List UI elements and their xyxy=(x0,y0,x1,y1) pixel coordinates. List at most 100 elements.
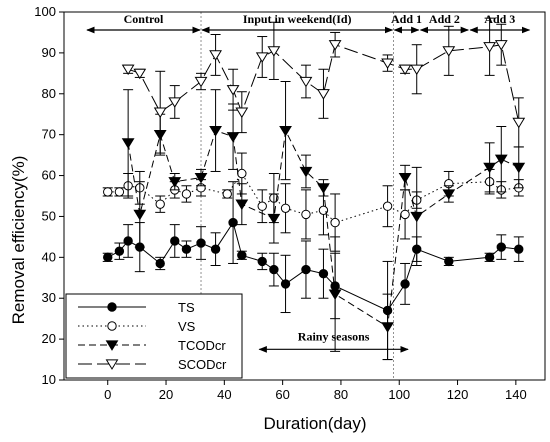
data-point-ts xyxy=(318,268,329,279)
data-point-scodcr xyxy=(328,40,342,51)
legend-box xyxy=(65,293,243,379)
legend-label-ts: TS xyxy=(178,300,195,315)
data-point-vs xyxy=(237,168,247,179)
data-point-ts xyxy=(123,236,133,246)
x-tick-label: 80 xyxy=(334,387,348,402)
data-point-ts xyxy=(269,264,279,275)
data-point-ts xyxy=(484,252,495,263)
data-point-tcodcr xyxy=(299,166,313,178)
ticks-layer: 0 20 40 60 80 100 120 140 10 20 30 40 50 60 70 80 90 100 xyxy=(34,4,526,402)
data-point-ts xyxy=(237,250,247,260)
data-point-tcodcr xyxy=(267,213,281,225)
data-point-ts xyxy=(228,217,238,228)
data-point-ts xyxy=(170,236,180,246)
legend-marker-tcodcr xyxy=(105,340,119,351)
legend-marker-vs xyxy=(107,321,117,331)
data-point-scodcr xyxy=(133,68,147,80)
data-point-tcodcr xyxy=(209,125,222,137)
plot-frame xyxy=(63,11,546,381)
data-point-vs xyxy=(301,209,311,220)
data-point-tcodcr xyxy=(168,177,182,188)
data-point-scodcr xyxy=(153,107,167,119)
data-point-scodcr xyxy=(512,117,526,129)
y-tick-label: 90 xyxy=(42,45,56,60)
series-ts xyxy=(102,181,524,361)
data-point-tcodcr xyxy=(494,154,508,166)
data-point-scodcr xyxy=(255,52,269,63)
data-point-ts xyxy=(196,238,206,248)
legend-label-scodcr: SCODcr xyxy=(178,357,227,372)
legend-label-vs: VS xyxy=(178,319,196,334)
series-scodcr xyxy=(121,17,526,154)
data-point-vs xyxy=(114,187,125,197)
data-point-tcodcr xyxy=(317,183,330,194)
data-point-tcodcr xyxy=(381,322,394,333)
data-point-ts xyxy=(400,279,410,289)
y-tick-label: 80 xyxy=(42,86,56,101)
data-point-ts xyxy=(257,256,267,267)
series-line-vs xyxy=(107,172,519,224)
data-point-vs xyxy=(181,189,192,199)
x-tick-label: 60 xyxy=(275,387,289,402)
y-tick-label: 60 xyxy=(42,168,56,183)
data-point-tcodcr xyxy=(194,172,208,184)
rainy-season-label: Rainy seasons xyxy=(298,329,370,343)
data-point-ts xyxy=(280,279,291,289)
data-point-tcodcr xyxy=(483,162,496,174)
data-point-tcodcr xyxy=(442,189,456,200)
x-tick-label: 40 xyxy=(217,387,231,402)
x-axis-title: Duration(day) xyxy=(264,414,367,433)
data-point-ts xyxy=(444,256,454,267)
x-tick-label: 100 xyxy=(388,387,410,402)
phase-label: Add 2 xyxy=(429,12,460,26)
data-point-ts xyxy=(155,258,165,269)
data-point-ts xyxy=(301,264,311,275)
data-point-vs xyxy=(280,203,291,213)
series-layer xyxy=(102,17,526,361)
data-point-ts xyxy=(114,246,125,256)
data-point-scodcr xyxy=(494,40,508,51)
data-point-tcodcr xyxy=(398,172,412,184)
data-point-vs xyxy=(155,199,165,209)
phase-label: Input in weekend(Id) xyxy=(243,12,352,26)
data-point-scodcr xyxy=(267,46,281,57)
data-point-vs xyxy=(330,217,340,228)
legend-label-tcodcr: TCODcr xyxy=(178,338,226,353)
data-point-vs xyxy=(257,201,267,211)
y-tick-label: 70 xyxy=(42,127,56,142)
data-point-scodcr xyxy=(410,64,424,76)
x-tick-label: 0 xyxy=(104,387,111,402)
data-point-tcodcr xyxy=(279,125,292,137)
series-tcodcr xyxy=(121,81,526,361)
series-line-tcodcr xyxy=(127,128,520,328)
data-point-tcodcr xyxy=(410,211,424,223)
data-point-vs xyxy=(222,189,232,199)
data-point-tcodcr xyxy=(226,132,240,143)
y-tick-label: 50 xyxy=(42,208,56,223)
data-point-scodcr xyxy=(209,50,222,61)
data-point-vs xyxy=(318,205,329,216)
x-tick-label: 140 xyxy=(505,387,527,402)
y-tick-label: 30 xyxy=(42,290,56,305)
data-point-ts xyxy=(103,252,113,263)
data-point-scodcr xyxy=(483,42,496,53)
y-tick-label: 100 xyxy=(34,4,56,19)
phase-label: Control xyxy=(124,12,164,26)
data-point-ts xyxy=(210,244,221,254)
phase-label: Add 1 xyxy=(391,12,422,26)
legend-marker-ts xyxy=(107,302,117,312)
data-point-scodcr xyxy=(226,85,240,96)
data-point-vs xyxy=(382,201,393,211)
data-point-scodcr xyxy=(299,76,313,88)
data-point-tcodcr xyxy=(121,138,135,149)
data-point-scodcr xyxy=(194,76,208,88)
x-tick-label: 120 xyxy=(447,387,469,402)
data-point-tcodcr xyxy=(512,162,526,174)
data-point-tcodcr xyxy=(133,209,147,221)
data-point-scodcr xyxy=(121,64,135,76)
phase-label: Add 3 xyxy=(484,12,515,26)
y-axis-title: Removal efficiency(%) xyxy=(9,156,28,325)
data-point-tcodcr xyxy=(328,289,342,301)
data-point-scodcr xyxy=(317,89,330,100)
data-point-vs xyxy=(400,209,410,220)
